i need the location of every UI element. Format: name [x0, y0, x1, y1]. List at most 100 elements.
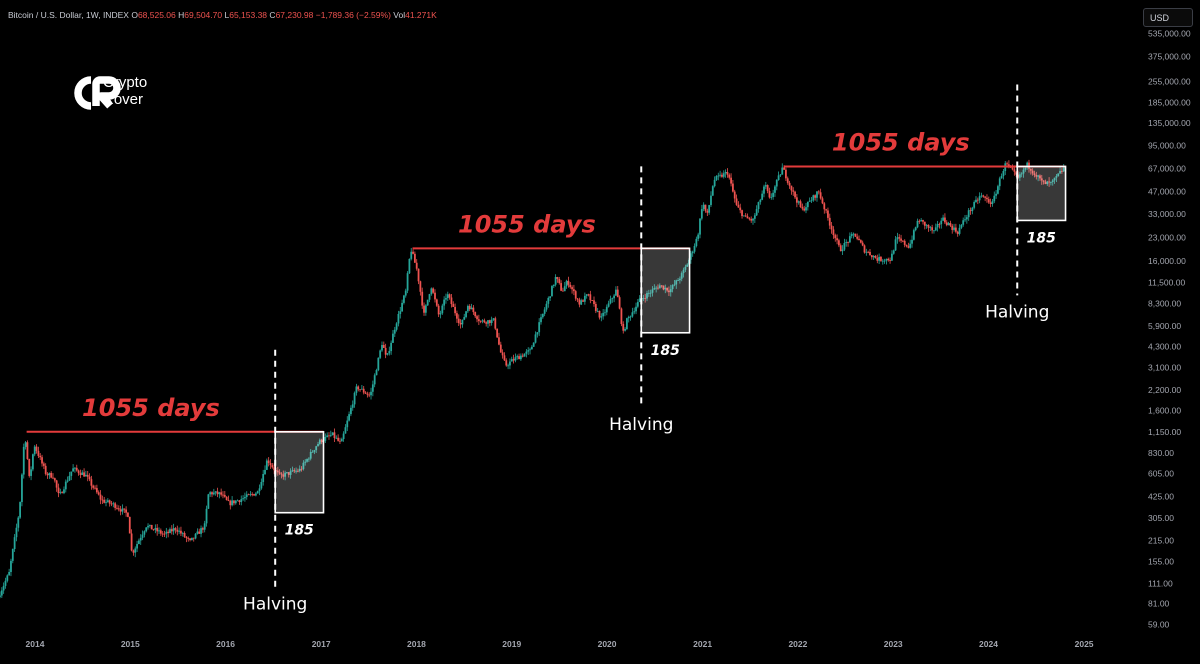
candle-body — [582, 300, 584, 302]
candle-body — [695, 238, 698, 247]
year-tick-label: 2019 — [502, 639, 521, 649]
price-tick-label: 11,500.00 — [1148, 278, 1185, 288]
candle-body — [262, 474, 265, 482]
candle-body — [499, 344, 502, 353]
candle — [366, 391, 369, 398]
candle-body — [244, 497, 246, 499]
candle-body — [839, 245, 842, 252]
candle — [1059, 166, 1061, 174]
candle — [869, 248, 871, 256]
candle — [805, 202, 807, 214]
candle-body — [965, 217, 968, 220]
candle — [541, 313, 544, 319]
candle-body — [739, 207, 742, 211]
candle — [987, 196, 990, 204]
candle-body — [114, 503, 117, 508]
candle-body — [392, 333, 394, 343]
candle — [536, 332, 539, 338]
time-axis[interactable]: 2014 2015 2016 2017 2018 2019 2020 2021 2022 2023… — [26, 639, 1094, 649]
candle-body — [867, 251, 870, 253]
candle — [141, 530, 144, 541]
candle-body — [609, 298, 612, 304]
candle-body — [552, 284, 555, 287]
candle — [591, 300, 594, 302]
candle — [715, 175, 718, 182]
candle — [806, 201, 809, 211]
candle-body — [205, 508, 208, 524]
candle — [44, 463, 47, 476]
currency-button[interactable]: USD — [1143, 8, 1193, 27]
candle-body — [920, 220, 923, 222]
candle — [708, 204, 711, 215]
candle — [911, 235, 913, 248]
candle-body — [863, 245, 866, 253]
candle — [744, 213, 747, 218]
candle — [565, 279, 568, 289]
candle — [437, 303, 440, 318]
candle — [598, 310, 601, 320]
candle — [865, 248, 868, 256]
symbol-title[interactable]: Bitcoin / U.S. Dollar, 1W, INDEX — [8, 10, 129, 20]
price-axis[interactable]: 760,000.00535,000.00375,000.00255,000.00… — [1148, 6, 1191, 629]
candle-body — [421, 291, 424, 306]
candle-body — [496, 328, 499, 338]
candle-body — [481, 320, 484, 322]
candle — [1053, 177, 1056, 184]
candle-body — [136, 543, 138, 549]
candle — [585, 294, 588, 299]
candle-body — [741, 210, 743, 217]
candle — [1015, 171, 1018, 177]
candle — [669, 284, 672, 297]
candle — [48, 472, 51, 479]
candle — [545, 300, 548, 312]
candle — [516, 354, 519, 360]
close-value: 67,230.98 — [275, 10, 314, 20]
candle-body — [72, 468, 75, 472]
candle — [262, 469, 265, 486]
candle-body — [236, 500, 239, 502]
candle-body — [289, 471, 292, 475]
candle-body — [1050, 181, 1052, 183]
year-tick-label: 2021 — [693, 639, 712, 649]
candle — [574, 289, 577, 301]
candle — [286, 471, 288, 474]
candle — [635, 302, 637, 315]
candle — [777, 171, 780, 181]
candle — [95, 484, 98, 494]
candle — [465, 310, 467, 319]
price-tick-label: 535,000.00 — [1148, 29, 1191, 39]
candle — [728, 173, 731, 180]
candle — [770, 193, 773, 200]
candle-body — [247, 494, 250, 496]
candle-body — [397, 313, 400, 324]
candle-body — [501, 352, 504, 356]
candle-body — [911, 239, 913, 244]
candle-body — [192, 537, 195, 539]
candle — [136, 540, 138, 553]
candle — [505, 358, 508, 367]
candle — [371, 380, 374, 397]
candle-body — [1039, 175, 1041, 179]
candle — [746, 213, 749, 219]
candle — [355, 383, 358, 396]
candle-body — [753, 215, 756, 219]
candle — [46, 472, 49, 479]
candle-body — [534, 334, 537, 343]
candle — [954, 223, 957, 234]
candle-body — [339, 440, 341, 442]
candle-body — [525, 351, 528, 354]
candle — [527, 347, 530, 355]
candle-body — [529, 349, 531, 351]
candle-body — [708, 205, 711, 213]
candle — [885, 258, 888, 265]
candle — [605, 304, 608, 316]
candle-body — [755, 209, 758, 216]
candle-body — [509, 361, 511, 366]
candle — [1024, 167, 1027, 172]
candle — [615, 286, 617, 297]
candle — [918, 219, 921, 224]
candle-body — [960, 224, 963, 228]
candle-body — [1042, 180, 1045, 182]
candle-body — [1048, 181, 1050, 183]
